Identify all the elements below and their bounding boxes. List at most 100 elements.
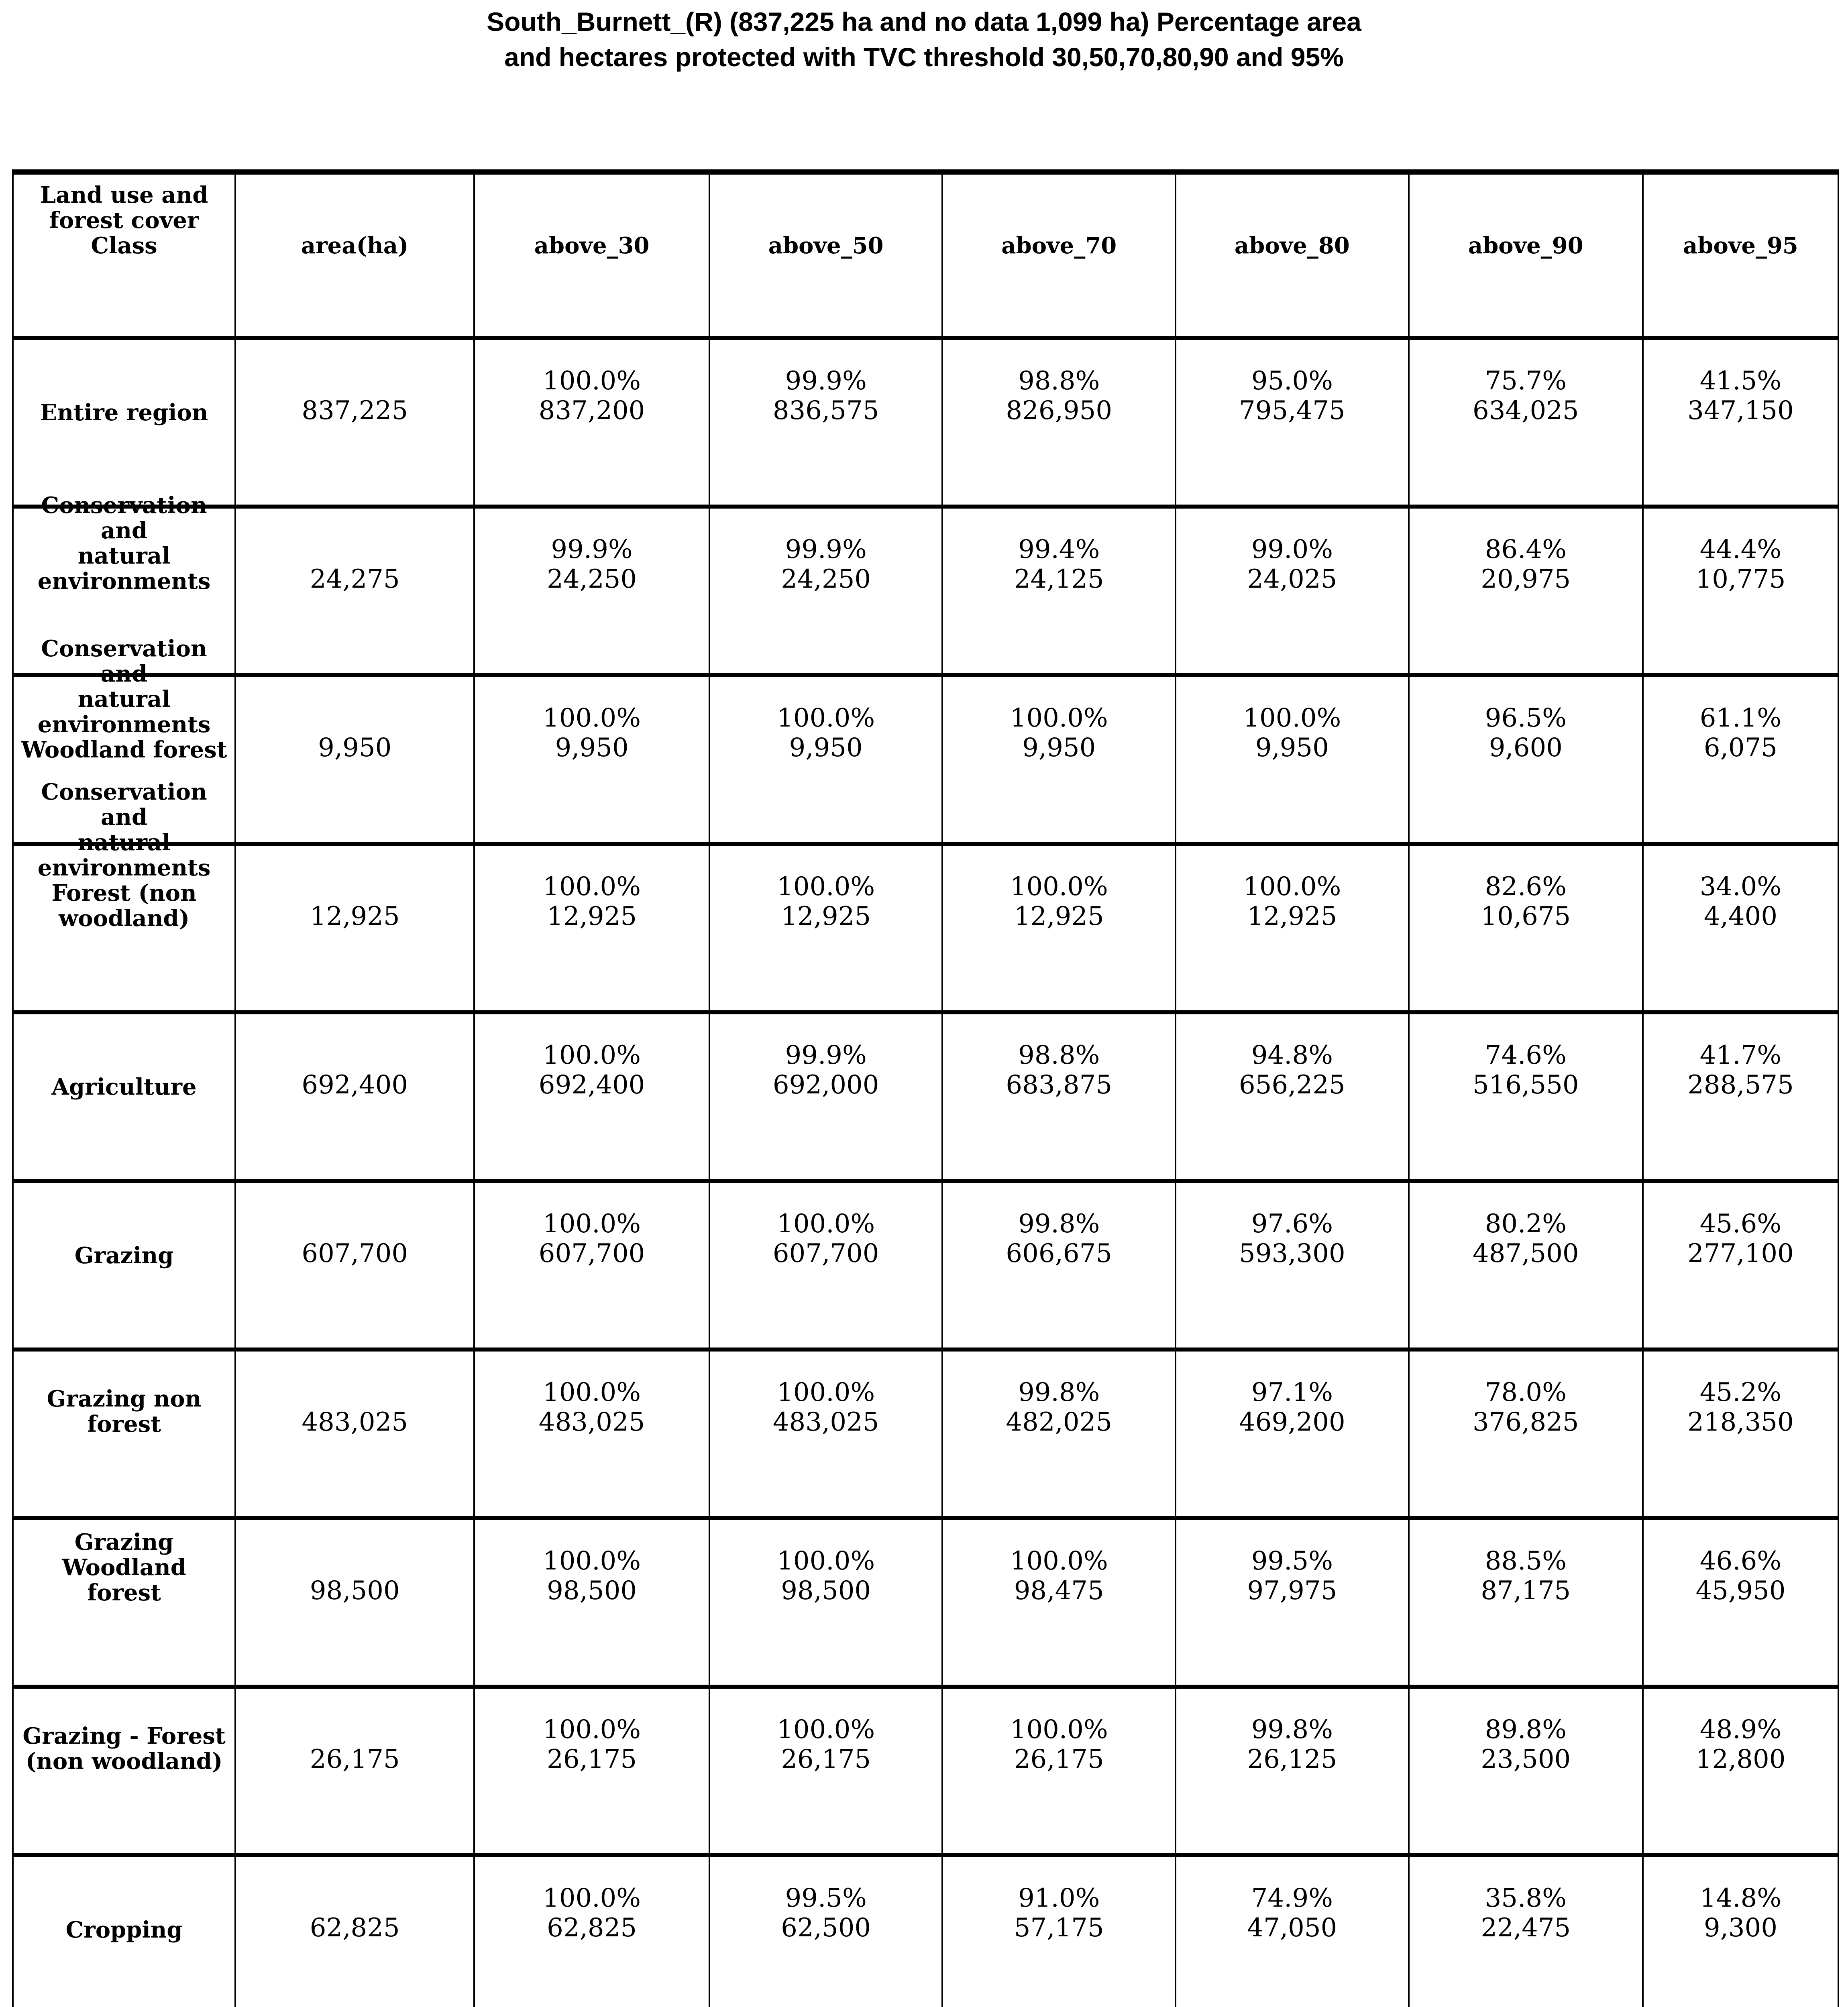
row-label: Grazing non forest (47, 1386, 202, 1438)
threshold-value: 100.0% 98,500 (543, 1546, 641, 1606)
threshold-cell: 100.0% 98,500 (708, 1520, 942, 1685)
threshold-value: 74.6% 516,550 (1472, 1040, 1579, 1100)
table-row: Entire region 837,225 100.0% 837,200 99.9% … (14, 336, 1838, 505)
threshold-value: 86.4% 20,975 (1481, 535, 1571, 594)
threshold-cell: 14.8% 9,300 (1642, 1857, 1838, 2007)
threshold-value: 99.8% 606,675 (1006, 1209, 1112, 1269)
threshold-cell: 99.8% 482,025 (941, 1352, 1175, 1516)
row-label: Conservation and natural environments Fo… (37, 779, 211, 932)
threshold-cell: 100.0% 98,500 (473, 1520, 709, 1685)
threshold-cell: 91.0% 57,175 (941, 1857, 1175, 2007)
area-value: 483,025 (302, 1407, 408, 1437)
column-header-class: Land use and forest cover Class (40, 182, 208, 259)
threshold-value: 41.5% 347,150 (1687, 366, 1794, 426)
threshold-value: 94.8% 656,225 (1239, 1040, 1345, 1100)
row-label: Conservation and natural environments (37, 492, 211, 595)
threshold-value: 97.6% 593,300 (1239, 1209, 1345, 1269)
threshold-cell: 61.1% 6,075 (1642, 677, 1838, 842)
header-cell-above-50: above_50 (708, 175, 942, 336)
threshold-cell: 86.4% 20,975 (1408, 509, 1642, 673)
area-value: 692,400 (302, 1070, 408, 1100)
threshold-value: 61.1% 6,075 (1699, 703, 1782, 763)
threshold-value: 100.0% 12,925 (543, 872, 641, 932)
threshold-value: 99.0% 24,025 (1247, 535, 1337, 594)
threshold-value: 98.8% 683,875 (1006, 1040, 1112, 1100)
area-value: 26,175 (310, 1744, 400, 1775)
threshold-value: 100.0% 483,025 (772, 1378, 879, 1437)
threshold-value: 100.0% 607,700 (772, 1209, 879, 1269)
threshold-value: 100.0% 483,025 (538, 1378, 645, 1437)
threshold-value: 100.0% 26,175 (777, 1715, 875, 1775)
threshold-cell: 100.0% 26,175 (941, 1689, 1175, 1853)
threshold-cell: 98.8% 826,950 (941, 340, 1175, 505)
threshold-cell: 100.0% 483,025 (708, 1352, 942, 1516)
row-label: Conservation and natural environments Wo… (21, 635, 227, 763)
threshold-cell: 100.0% 98,475 (941, 1520, 1175, 1685)
threshold-cell: 44.4% 10,775 (1642, 509, 1838, 673)
area-cell: 483,025 (234, 1352, 473, 1516)
header-cell-area: area(ha) (234, 175, 473, 336)
threshold-value: 14.8% 9,300 (1699, 1883, 1782, 1943)
row-label: Entire region (40, 399, 208, 426)
threshold-cell: 100.0% 483,025 (473, 1352, 709, 1516)
row-label: Cropping (65, 1917, 183, 1944)
threshold-cell: 80.2% 487,500 (1408, 1183, 1642, 1347)
threshold-cell: 41.5% 347,150 (1642, 340, 1838, 505)
threshold-value: 100.0% 9,950 (1243, 703, 1341, 763)
threshold-cell: 74.6% 516,550 (1408, 1014, 1642, 1179)
threshold-value: 96.5% 9,600 (1485, 703, 1567, 763)
threshold-value: 100.0% 62,825 (543, 1883, 641, 1943)
threshold-cell: 95.0% 795,475 (1175, 340, 1408, 505)
threshold-cell: 99.8% 26,125 (1175, 1689, 1408, 1853)
column-header-above-80: above_80 (1234, 232, 1350, 259)
threshold-value: 48.9% 12,800 (1695, 1715, 1786, 1775)
threshold-value: 100.0% 12,925 (1243, 872, 1341, 932)
header-cell-class: Land use and forest cover Class (14, 175, 234, 336)
threshold-cell: 99.9% 692,000 (708, 1014, 942, 1179)
threshold-value: 100.0% 12,925 (777, 872, 875, 932)
threshold-cell: 78.0% 376,825 (1408, 1352, 1642, 1516)
threshold-value: 99.5% 62,500 (781, 1883, 871, 1943)
area-cell: 24,275 (234, 509, 473, 673)
table-row: Cropping 62,825 100.0% 62,825 99.5% 62,500 9… (14, 1853, 1838, 2007)
row-label-cell: Agriculture (14, 1014, 234, 1179)
threshold-value: 99.5% 97,975 (1247, 1546, 1337, 1606)
threshold-value: 100.0% 98,475 (1010, 1546, 1108, 1606)
header-cell-above-95: above_95 (1642, 175, 1838, 336)
row-label-cell: Conservation and natural environments (14, 493, 234, 673)
threshold-value: 89.8% 23,500 (1481, 1715, 1571, 1775)
threshold-cell: 41.7% 288,575 (1642, 1014, 1838, 1179)
row-label-cell: Grazing Woodland forest (14, 1520, 234, 1685)
threshold-cell: 97.6% 593,300 (1175, 1183, 1408, 1347)
threshold-value: 100.0% 9,950 (543, 703, 641, 763)
threshold-cell: 100.0% 12,925 (473, 846, 709, 1010)
area-value: 62,825 (310, 1913, 400, 1943)
table-row: Grazing Woodland forest 98,500 100.0% 98,5… (14, 1516, 1838, 1685)
area-cell: 98,500 (234, 1520, 473, 1685)
threshold-value: 100.0% 26,175 (543, 1715, 641, 1775)
threshold-value: 88.5% 87,175 (1481, 1546, 1571, 1606)
threshold-value: 75.7% 634,025 (1472, 366, 1579, 426)
threshold-cell: 97.1% 469,200 (1175, 1352, 1408, 1516)
threshold-cell: 100.0% 607,700 (473, 1183, 709, 1347)
threshold-cell: 89.8% 23,500 (1408, 1689, 1642, 1853)
threshold-cell: 100.0% 12,925 (1175, 846, 1408, 1010)
threshold-value: 100.0% 26,175 (1010, 1715, 1108, 1775)
column-header-above-30: above_30 (534, 232, 650, 259)
column-header-above-50: above_50 (768, 232, 884, 259)
table-row: Grazing non forest 483,025 100.0% 483,025 1… (14, 1347, 1838, 1516)
threshold-value: 34.0% 4,400 (1699, 872, 1782, 932)
threshold-value: 78.0% 376,825 (1472, 1378, 1579, 1437)
threshold-value: 99.9% 836,575 (772, 366, 879, 426)
column-header-area: area(ha) (301, 232, 409, 259)
threshold-value: 100.0% 9,950 (777, 703, 875, 763)
header-cell-above-70: above_70 (941, 175, 1175, 336)
table-row: Grazing - Forest (non woodland) 26,175 100… (14, 1685, 1838, 1853)
header-cell-above-30: above_30 (473, 175, 709, 336)
area-value: 24,275 (310, 564, 400, 594)
header-cell-above-90: above_90 (1408, 175, 1642, 336)
threshold-value: 45.6% 277,100 (1687, 1209, 1794, 1269)
threshold-value: 82.6% 10,675 (1481, 872, 1571, 932)
threshold-cell: 94.8% 656,225 (1175, 1014, 1408, 1179)
